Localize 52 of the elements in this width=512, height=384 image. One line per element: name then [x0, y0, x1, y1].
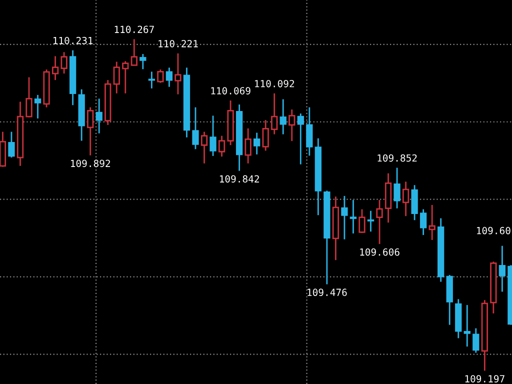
candlestick	[122, 60, 129, 94]
candlestick	[254, 132, 260, 156]
candlestick	[148, 70, 156, 90]
candlestick	[130, 38, 138, 66]
candlestick	[472, 328, 480, 354]
candlestick	[428, 204, 436, 241]
candlestick	[200, 131, 208, 164]
annotation: 109.892	[71, 160, 110, 168]
candlestick	[271, 92, 278, 135]
candlestick	[420, 208, 427, 236]
candlestick	[297, 112, 304, 166]
annotation: 110.069	[211, 87, 250, 94]
candlestick	[140, 53, 146, 70]
candlestick	[87, 106, 94, 156]
candlestick	[157, 68, 164, 84]
candlestick	[350, 199, 357, 234]
annotation: 109.60	[477, 226, 510, 234]
annotation: 109.852	[378, 154, 417, 162]
candlestick	[341, 195, 348, 240]
annotation: 110.231	[54, 36, 93, 44]
candlestick	[52, 55, 59, 81]
candlestick	[113, 61, 120, 94]
annotation: 110.267	[114, 26, 154, 34]
candlestick	[174, 52, 182, 95]
candlestick	[34, 94, 42, 120]
annotation: 109.842	[220, 175, 259, 183]
candlestick	[402, 180, 410, 217]
candlestick	[411, 184, 418, 221]
candlestick	[262, 119, 269, 152]
candlestick	[358, 208, 366, 234]
candlestick	[60, 51, 68, 74]
candlestick	[376, 199, 383, 245]
annotation: 109.606	[360, 248, 400, 256]
candlestick	[498, 245, 506, 292]
annotation: 109.197	[465, 375, 504, 382]
candlestick	[218, 135, 226, 158]
candlestick	[367, 210, 374, 232]
candlestick	[8, 131, 15, 158]
annotation: 110.092	[255, 80, 294, 88]
candlestick	[394, 167, 400, 210]
candlestick	[26, 76, 32, 118]
candlestick	[464, 304, 470, 348]
candlestick	[280, 98, 286, 135]
candlestick	[306, 106, 313, 156]
annotation: 109.476	[308, 288, 347, 296]
candlestick	[96, 98, 102, 134]
candlestick	[210, 114, 216, 157]
candlestick	[288, 108, 296, 142]
candlestick	[244, 128, 252, 164]
candlestick	[192, 106, 199, 150]
annotation: 110.221	[158, 40, 198, 48]
candlestick	[166, 66, 173, 88]
